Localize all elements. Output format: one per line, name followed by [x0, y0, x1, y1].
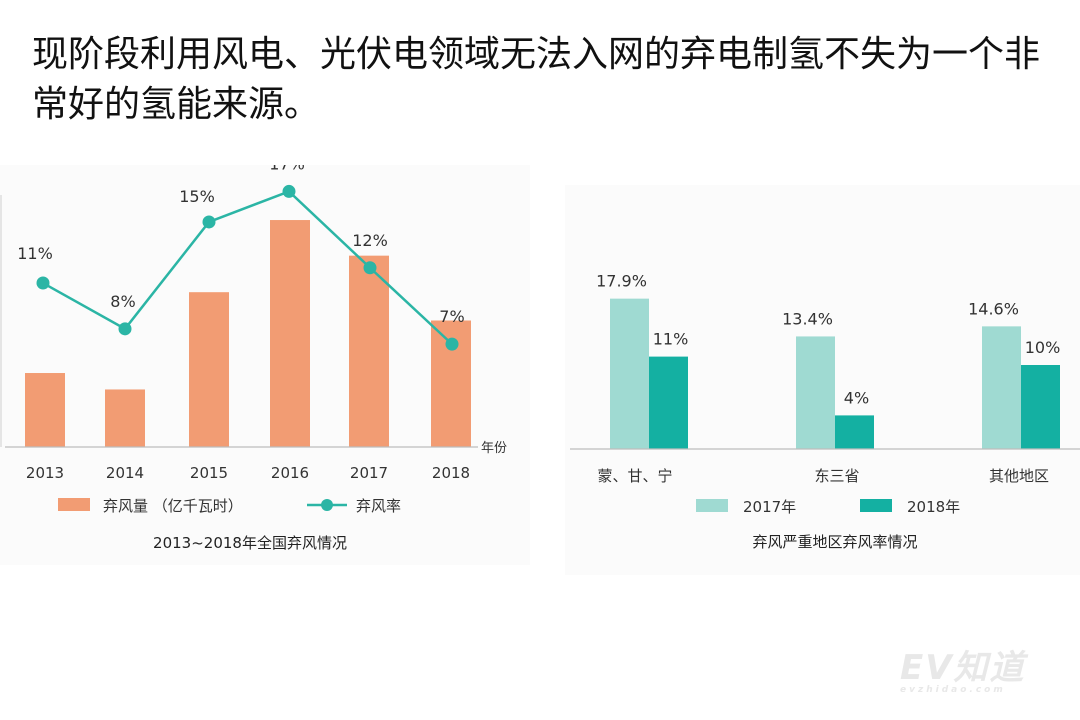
data-label-2018-1: 4%	[844, 388, 869, 407]
legend-label-2018: 2018年	[907, 498, 960, 516]
regional-curtailment-svg: 17.9% 13.4% 14.6% 11% 4% 10% 蒙、甘、宁 东三省 其他地区 2017年…	[570, 272, 1080, 551]
label-curtailment-rate-2015: 15%	[179, 187, 215, 206]
x-tick-label-2017: 2017	[350, 464, 388, 482]
watermark-sub: evzhidao.com	[900, 685, 1006, 695]
label-curtailment-rate-2017: 12%	[352, 231, 388, 250]
chart-title-right: 弃风严重地区弃风率情况	[752, 533, 917, 551]
x-tick-label-2016: 2016	[271, 464, 309, 482]
x-tick-label-2: 其他地区	[989, 467, 1049, 485]
x-tick-label-2018: 2018	[432, 464, 470, 482]
bar-2017-2	[982, 326, 1021, 449]
x-tick-label-2013: 2013	[26, 464, 64, 482]
bar-2018-2	[1021, 365, 1060, 449]
regional-curtailment-chart: 17.9% 13.4% 14.6% 11% 4% 10% 蒙、甘、宁 东三省 其他地区 2017年…	[565, 185, 1080, 575]
bar-2018-0	[649, 356, 688, 449]
legend-swatch-bar	[58, 498, 90, 511]
data-label-2018-2: 10%	[1025, 338, 1061, 357]
data-label-2017-0: 17.9%	[596, 272, 647, 291]
label-curtailment-rate-2014: 8%	[110, 292, 135, 311]
point-curtailment-rate-2015	[202, 215, 216, 229]
bar-curtailed-volume-2013	[25, 373, 65, 447]
bar-curtailed-volume-2014	[105, 389, 145, 447]
point-curtailment-rate-2016	[282, 184, 296, 198]
label-curtailment-rate-2013: 11%	[17, 244, 53, 263]
chart-title-left: 2013~2018年全国弃风情况	[153, 534, 347, 552]
legend-label-line: 弃风率	[356, 497, 401, 515]
data-label-2017-1: 13.4%	[782, 309, 833, 328]
point-curtailment-rate-2018	[445, 337, 459, 351]
bar-2017-0	[610, 298, 649, 449]
label-curtailment-rate-2018: 7%	[439, 307, 464, 326]
data-label-2017-2: 14.6%	[968, 299, 1019, 318]
legend-swatch-line-marker	[321, 499, 333, 511]
watermark-logo: EV知道 evzhidao.com	[900, 640, 1060, 700]
bar-curtailed-volume-2017	[349, 255, 389, 447]
line-curtailment-rate	[42, 189, 453, 346]
legend-label-2017: 2017年	[743, 498, 796, 516]
curtailment-trend-svg: 年份 11% 8% 15% 17% 12% 7% 2013 2014 2015 2016 2017 20…	[0, 154, 507, 552]
x-tick-label-2014: 2014	[106, 464, 144, 482]
x-tick-label-2015: 2015	[190, 464, 228, 482]
bar-curtailed-volume-2016	[270, 220, 310, 447]
point-curtailment-rate-2013	[36, 276, 50, 290]
data-label-2018-0: 11%	[653, 330, 689, 349]
bar-curtailed-volume-2015	[189, 292, 229, 447]
x-axis-unit-label: 年份	[481, 441, 507, 456]
legend-swatch-2018	[860, 499, 892, 512]
legend-label-bar: 弃风量 （亿千瓦时）	[103, 497, 243, 515]
watermark-main: EV知道	[900, 648, 1026, 688]
label-curtailment-rate-2016: 17%	[269, 165, 305, 173]
page-headline: 现阶段利用风电、光伏电领域无法入网的弃电制氢不失为一个非常好的氢能来源。	[32, 34, 1041, 125]
x-tick-label-1: 东三省	[814, 467, 859, 485]
legend-swatch-2017	[696, 499, 728, 512]
bar-2017-1	[796, 336, 835, 449]
point-curtailment-rate-2017	[363, 261, 377, 275]
point-curtailment-rate-2014	[118, 322, 132, 336]
curtailment-trend-chart: 年份 11% 8% 15% 17% 12% 7% 2013 2014 2015 2016 2017 20…	[0, 154, 530, 565]
bar-2018-1	[835, 415, 874, 449]
x-tick-label-0: 蒙、甘、宁	[597, 467, 672, 485]
